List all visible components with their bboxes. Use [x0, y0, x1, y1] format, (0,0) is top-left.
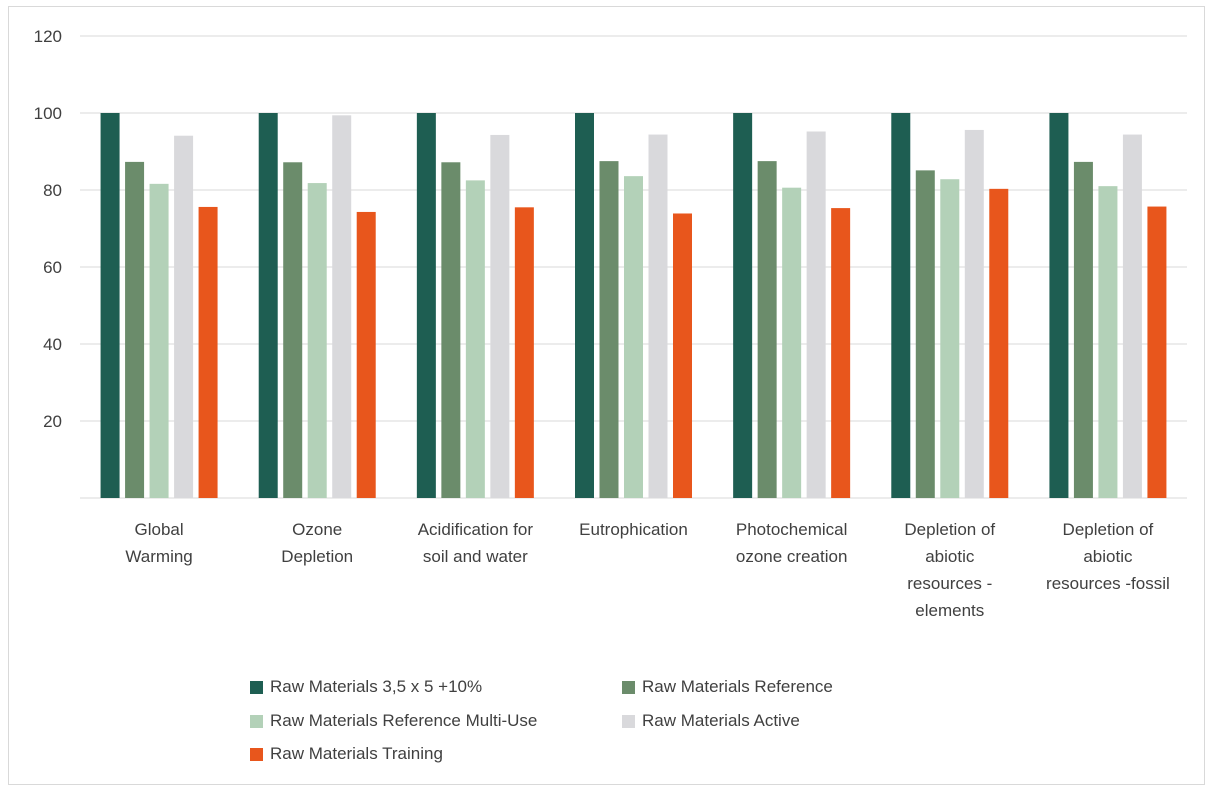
bar — [624, 176, 643, 498]
bar — [831, 208, 851, 498]
y-tick-label: 80 — [43, 181, 62, 200]
legend-swatch — [622, 680, 635, 694]
x-category-label: elements — [915, 601, 984, 620]
bar — [1049, 113, 1069, 498]
bar — [100, 113, 120, 498]
y-tick-label: 40 — [43, 335, 62, 354]
bar — [441, 162, 461, 498]
bar — [891, 113, 911, 498]
bar — [673, 213, 692, 499]
bar — [733, 113, 753, 498]
bar — [915, 170, 935, 499]
legend-label: Raw Materials Active — [642, 711, 800, 730]
legend-swatch — [250, 747, 263, 761]
bar — [416, 113, 436, 498]
x-category-label: Depletion — [281, 547, 353, 566]
bar — [258, 113, 278, 498]
legend-label: Raw Materials Reference Multi-Use — [270, 711, 538, 730]
legend-item: Raw Materials 3,5 x 5 +10% — [250, 677, 482, 697]
x-category-label: abiotic — [925, 547, 975, 566]
bar — [1098, 186, 1118, 498]
x-category-label: resources - — [907, 574, 992, 593]
bar — [575, 113, 594, 498]
legend-swatch — [250, 680, 263, 694]
legend-item: Raw Materials Reference Multi-Use — [250, 711, 537, 731]
bar — [198, 206, 218, 498]
bar — [1073, 161, 1093, 498]
x-category-label: Warming — [125, 547, 192, 566]
x-category-label: abiotic — [1083, 547, 1133, 566]
bar — [465, 180, 485, 498]
x-category-label: Depletion of — [1063, 520, 1154, 539]
x-category-label: resources -fossil — [1046, 574, 1170, 593]
x-category-label: Acidification for — [418, 520, 534, 539]
bar — [1122, 134, 1142, 498]
legend-label: Raw Materials 3,5 x 5 +10% — [270, 677, 483, 696]
legend-swatch — [250, 714, 263, 728]
bar — [283, 162, 303, 498]
y-tick-label: 100 — [34, 104, 62, 123]
legend-swatch — [622, 714, 635, 728]
bar — [989, 188, 1009, 498]
bar — [174, 135, 194, 498]
bar — [940, 179, 960, 498]
bar — [149, 183, 169, 498]
x-category-label: Eutrophication — [579, 520, 688, 539]
bar — [648, 134, 668, 498]
bar — [490, 134, 510, 498]
bar — [1147, 206, 1167, 498]
legend-item: Raw Materials Reference — [622, 677, 833, 697]
legend-label: Raw Materials Reference — [642, 677, 833, 696]
x-category-label: Global — [135, 520, 184, 539]
bar — [599, 161, 619, 498]
x-category-label: ozone creation — [736, 547, 848, 566]
x-category-label: soil and water — [423, 547, 528, 566]
bar — [356, 211, 376, 498]
legend-item: Raw Materials Training — [250, 744, 443, 764]
bar — [806, 131, 826, 499]
bar — [782, 187, 802, 498]
y-tick-label: 60 — [43, 258, 62, 277]
x-category-label: Photochemical — [736, 520, 848, 539]
x-category-label: Depletion of — [904, 520, 995, 539]
bar — [964, 129, 984, 498]
bar — [332, 115, 352, 498]
legend-item: Raw Materials Active — [622, 711, 800, 731]
y-tick-label: 20 — [43, 412, 62, 431]
y-tick-label: 120 — [34, 27, 62, 46]
bar — [125, 161, 145, 498]
legend-label: Raw Materials Training — [270, 744, 443, 763]
x-category-label: Ozone — [292, 520, 342, 539]
bar — [307, 183, 327, 498]
bar — [757, 161, 777, 498]
bar — [514, 207, 534, 498]
